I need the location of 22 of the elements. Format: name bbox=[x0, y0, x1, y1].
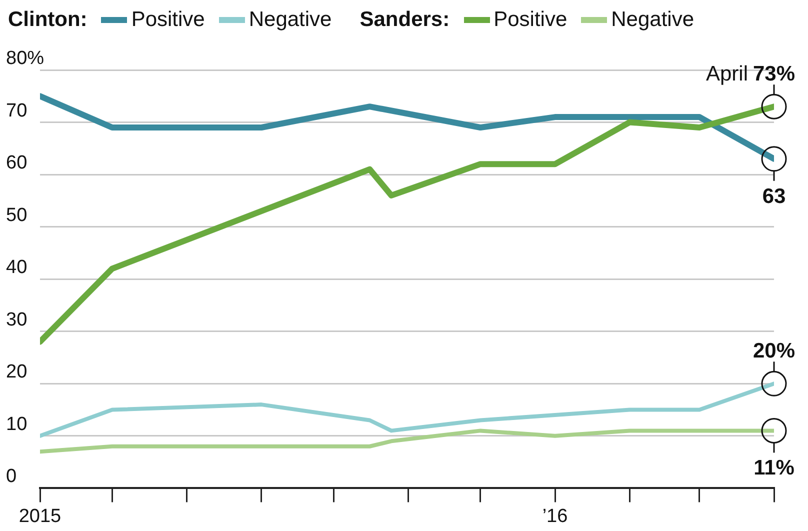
legend-label: Negative bbox=[611, 8, 694, 32]
y-tick-label: 20 bbox=[6, 362, 28, 383]
y-tick-label: 0 bbox=[6, 466, 17, 488]
x-tick-label: 2015 bbox=[18, 506, 62, 527]
data-label: 63 bbox=[762, 184, 786, 208]
annotation: April bbox=[706, 62, 748, 86]
legend-label: Positive bbox=[131, 8, 205, 32]
y-tick-label: 60 bbox=[6, 152, 28, 174]
data-label: 11% bbox=[754, 456, 795, 480]
data-label: 20% bbox=[752, 340, 796, 363]
legend-label: Positive bbox=[494, 8, 568, 32]
text: Clinton: bbox=[8, 8, 88, 32]
text: Sanders: bbox=[360, 8, 450, 32]
y-tick-label: 10 bbox=[6, 414, 28, 435]
y-tick-label: 80% bbox=[6, 48, 44, 69]
legend-label: Negative bbox=[248, 8, 332, 32]
y-tick-label: 70 bbox=[6, 100, 28, 122]
y-tick-label: 50 bbox=[6, 204, 28, 226]
y-tick-label: 40 bbox=[6, 257, 28, 278]
x-tick-label: ’16 bbox=[542, 506, 568, 527]
y-tick-label: 30 bbox=[6, 309, 28, 330]
data-label: 73% bbox=[752, 62, 796, 86]
